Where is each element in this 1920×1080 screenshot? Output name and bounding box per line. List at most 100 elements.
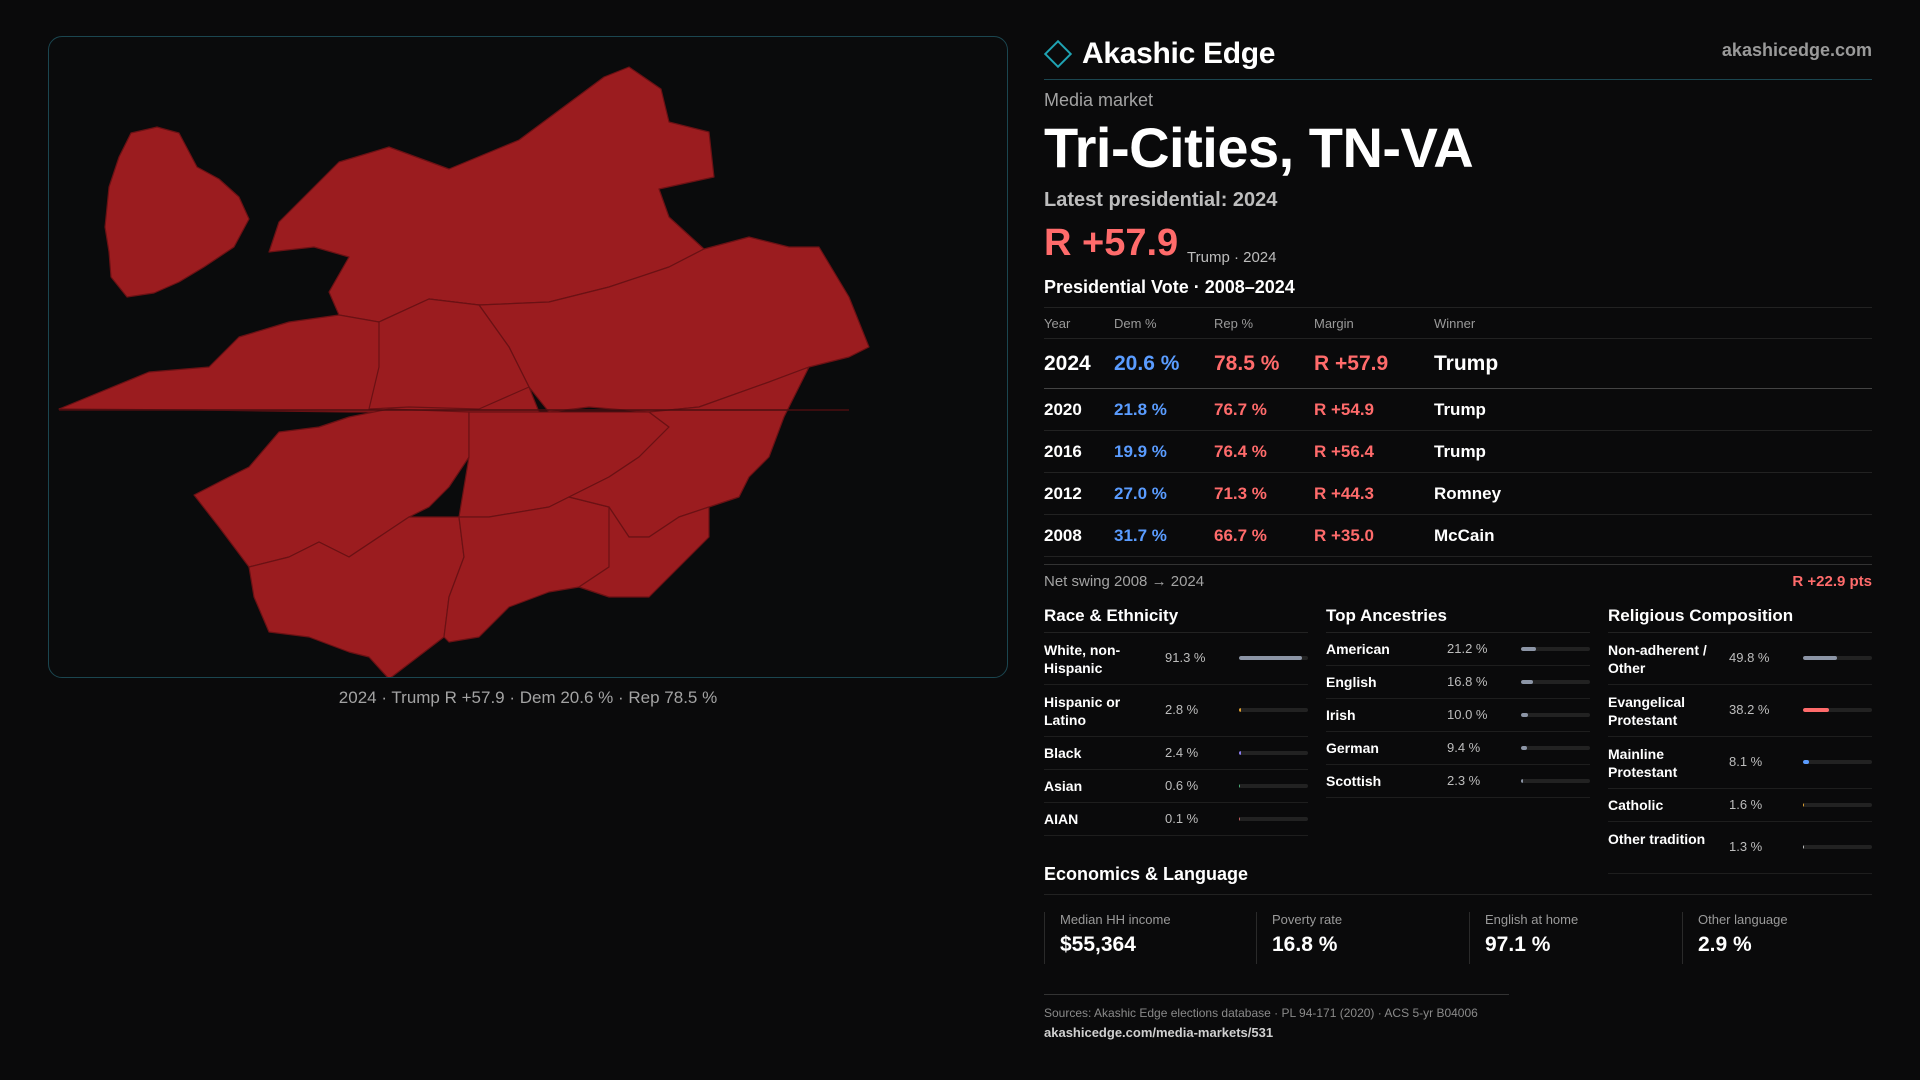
demographic-value: 10.0 %: [1447, 707, 1488, 722]
margin-cell: R +54.9: [1314, 388, 1434, 431]
county-shape: [104, 126, 250, 298]
share-bar-track: [1521, 713, 1590, 717]
share-bar-fill: [1239, 784, 1241, 788]
demographic-label: Evangelical Protestant: [1608, 694, 1686, 728]
dem-cell: 20.6 %: [1114, 338, 1214, 389]
demographic-value: 2.8 %: [1165, 702, 1199, 717]
share-bar-fill: [1239, 708, 1241, 712]
demographic-label: Mainline Protestant: [1608, 746, 1678, 780]
demographic-value: 9.4 %: [1447, 740, 1481, 755]
demographic-value: 2.4 %: [1165, 745, 1199, 760]
demographic-label: Hispanic or Latino: [1044, 694, 1121, 728]
demographic-label: Irish: [1326, 707, 1356, 723]
stat-label: Median HH income: [1060, 912, 1171, 927]
ancestry-section: Top Ancestries American 21.2 % English 16.8…: [1326, 600, 1590, 798]
dem-cell: 19.9 %: [1114, 430, 1214, 473]
ancestry-title: Top Ancestries: [1326, 600, 1590, 633]
demographic-value: 21.2 %: [1447, 641, 1488, 656]
ancestry-list: American 21.2 % English 16.8 % Irish 10.0 % Ge…: [1326, 633, 1590, 798]
economics-divider: [1044, 894, 1872, 895]
share-bar-track: [1239, 784, 1308, 788]
share-bar-track: [1521, 680, 1590, 684]
rep-cell: 71.3 %: [1214, 472, 1314, 515]
demographic-row: Irish 10.0 %: [1326, 699, 1590, 732]
demographic-row: American 21.2 %: [1326, 633, 1590, 666]
demographic-row: English 16.8 %: [1326, 666, 1590, 699]
col-winner: Winner: [1434, 307, 1872, 339]
page-kicker: Media market: [1044, 90, 1154, 110]
demographic-value: 1.3 %: [1729, 839, 1763, 854]
share-bar-track: [1521, 746, 1590, 750]
site-link[interactable]: akashicedge.com: [1721, 40, 1872, 60]
market-map[interactable]: [48, 36, 1008, 678]
demographic-row: Evangelical Protestant 38.2 %: [1608, 685, 1872, 737]
sources-text: Sources: Akashic Edge elections database…: [1044, 1006, 1478, 1020]
map-caption: 2024 · Trump R +57.9 · Dem 20.6 % · Rep …: [338, 688, 718, 707]
demographic-label: Asian: [1044, 778, 1083, 794]
demographic-row: Asian 0.6 %: [1044, 770, 1308, 803]
demographic-row: Catholic 1.6 %: [1608, 789, 1872, 822]
race-ethnicity-section: Race & Ethnicity White, non-Hispanic 91.3…: [1044, 600, 1308, 836]
share-bar-fill: [1521, 746, 1528, 750]
winner-cell: Trump: [1434, 430, 1872, 473]
table-row: 2024 20.6 % 78.5 % R +57.9 Trump: [1044, 338, 1872, 389]
demographic-row: Hispanic or Latino 2.8 %: [1044, 685, 1308, 737]
footer-divider: [1044, 994, 1509, 995]
stat-median-income: Median HH income $55,364: [1044, 912, 1240, 964]
table-row: 2020 21.8 % 76.7 % R +54.9 Trump: [1044, 388, 1872, 431]
year-cell: 2012: [1044, 472, 1114, 515]
stat-poverty-rate: Poverty rate 16.8 %: [1256, 912, 1452, 964]
county-shape: [368, 298, 530, 410]
source-url-link[interactable]: akashicedge.com/media-markets/531: [1044, 1025, 1274, 1040]
stat-value: 2.9 %: [1698, 933, 1752, 956]
demographic-label: Black: [1044, 745, 1082, 761]
share-bar-track: [1521, 647, 1590, 651]
table-row: 2016 19.9 % 76.4 % R +56.4 Trump: [1044, 430, 1872, 473]
rep-cell: 76.7 %: [1214, 388, 1314, 431]
share-bar-fill: [1521, 779, 1523, 783]
share-bar-track: [1803, 760, 1872, 764]
share-bar-track: [1803, 803, 1872, 807]
share-bar-fill: [1239, 751, 1241, 755]
col-year: Year: [1044, 307, 1114, 339]
demographic-label: Non-adherent / Other: [1608, 642, 1707, 676]
share-bar-track: [1239, 817, 1308, 821]
demographic-value: 38.2 %: [1729, 702, 1770, 717]
table-row: 2012 27.0 % 71.3 % R +44.3 Romney: [1044, 472, 1872, 515]
share-bar-fill: [1803, 845, 1805, 849]
winner-cell: Trump: [1434, 338, 1872, 389]
demographic-label: Other tradition: [1608, 831, 1706, 847]
margin-cell: R +35.0: [1314, 514, 1434, 557]
brand-name: Akashic Edge: [1082, 37, 1276, 70]
latest-note: Trump · 2024: [1187, 249, 1277, 266]
net-swing: Net swing 2008 → 2024 R +22.9 pts: [1044, 564, 1872, 601]
demographic-row: Black 2.4 %: [1044, 737, 1308, 770]
demographic-value: 8.1 %: [1729, 754, 1763, 769]
demographic-value: 49.8 %: [1729, 650, 1770, 665]
county-map-svg: [58, 66, 870, 677]
demographic-value: 0.1 %: [1165, 811, 1199, 826]
brand[interactable]: Akashic Edge: [1043, 34, 1276, 74]
dem-cell: 31.7 %: [1114, 514, 1214, 557]
table-row: 2008 31.7 % 66.7 % R +35.0 McCain: [1044, 514, 1872, 557]
year-cell: 2024: [1044, 338, 1114, 389]
demographic-row: Scottish 2.3 %: [1326, 765, 1590, 798]
share-bar-fill: [1521, 680, 1533, 684]
county-shape: [578, 506, 710, 598]
county-shape: [478, 236, 870, 413]
stat-other-language: Other language 2.9 %: [1682, 912, 1878, 964]
share-bar-fill: [1803, 656, 1838, 660]
margin-cell: R +44.3: [1314, 472, 1434, 515]
demographic-value: 2.3 %: [1447, 773, 1481, 788]
stat-value: 16.8 %: [1272, 933, 1338, 956]
demographic-row: White, non-Hispanic 91.3 %: [1044, 633, 1308, 685]
demographic-row: Other tradition 1.3 %: [1608, 822, 1872, 874]
page-title: Tri-Cities, TN-VA: [1044, 116, 1474, 179]
share-bar-track: [1803, 845, 1872, 849]
net-swing-value: R +22.9 pts: [1792, 573, 1872, 590]
religion-section: Religious Composition Non-adherent / Oth…: [1608, 600, 1872, 874]
demographic-label: AIAN: [1044, 811, 1079, 827]
demographic-value: 16.8 %: [1447, 674, 1488, 689]
demographic-label: White, non-Hispanic: [1044, 642, 1121, 676]
year-cell: 2020: [1044, 388, 1114, 431]
